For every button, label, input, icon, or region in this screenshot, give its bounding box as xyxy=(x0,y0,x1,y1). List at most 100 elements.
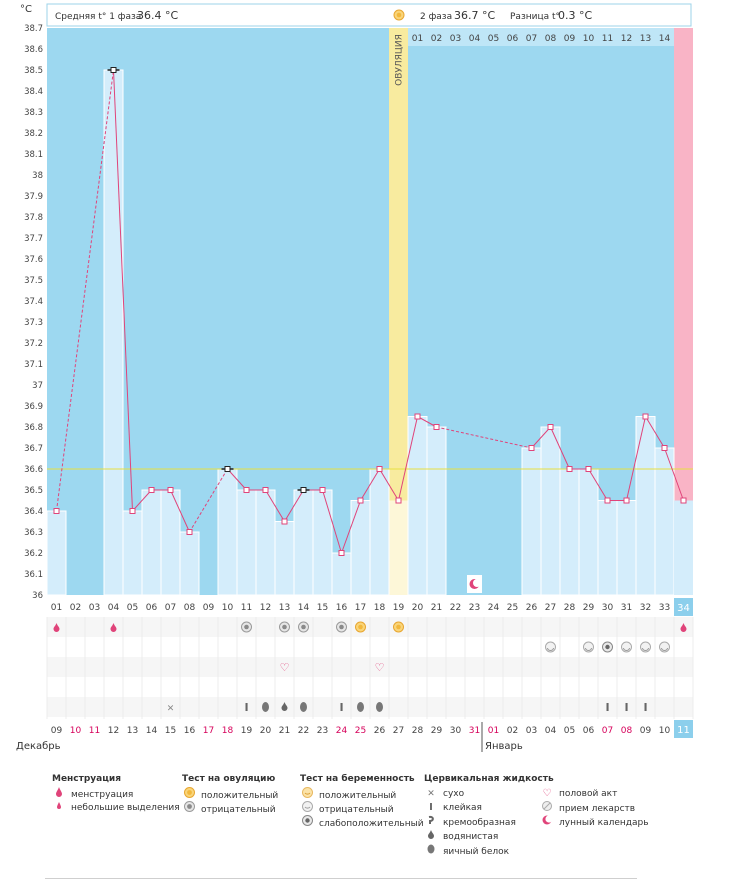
date-label: 17 xyxy=(203,726,214,736)
legend-item: сухо xyxy=(443,789,465,799)
header-box xyxy=(46,3,692,27)
cycle-day-label: 09 xyxy=(203,603,215,613)
temperature-bar xyxy=(407,416,428,596)
date-label: 16 xyxy=(184,726,196,736)
cycle-day-label: 21 xyxy=(431,603,442,613)
cycle-day-label: 19 xyxy=(393,603,405,613)
pregnancy-test-negative-icon xyxy=(640,641,651,653)
pill-icon xyxy=(540,801,554,816)
cycle-day-label: 18 xyxy=(374,603,386,613)
moon-icon xyxy=(540,815,554,830)
y-tick-label: 36.1 xyxy=(24,570,43,580)
test-arc xyxy=(642,647,649,651)
phase2-day-label: 05 xyxy=(488,34,499,44)
test-arc xyxy=(585,647,592,651)
cycle-day-label: 07 xyxy=(165,603,176,613)
date-label: 14 xyxy=(146,726,158,736)
temperature-bar xyxy=(179,531,200,596)
test-core xyxy=(605,644,610,650)
ovulation-test-positive-icon xyxy=(182,787,196,803)
legend-other: ♡ половой акт прием лекарств лунный кален… xyxy=(540,787,649,829)
egg-white-icon xyxy=(357,702,364,712)
temperature-point xyxy=(661,445,668,451)
legend-ovulation-test: Тест на овуляцию положительный отрицател… xyxy=(182,772,278,815)
temperature-point xyxy=(281,518,288,525)
ovulation-test-negative-icon xyxy=(279,621,290,633)
legend-item: половой акт xyxy=(559,789,618,799)
ovulation-test-positive-icon xyxy=(393,621,404,633)
test-arc xyxy=(623,647,630,651)
menstruation-drop-icon xyxy=(52,787,66,802)
temperature-line xyxy=(417,416,437,428)
y-tick-label: 37.8 xyxy=(24,213,43,223)
date-label: 21 xyxy=(279,726,290,736)
temperature-line xyxy=(265,489,285,522)
temperature-line xyxy=(550,426,570,470)
test-core xyxy=(358,624,363,630)
date-label: 04 xyxy=(545,726,557,736)
pregnancy-test-weak-icon xyxy=(602,641,613,653)
test-core xyxy=(396,624,401,630)
current-day-column xyxy=(674,28,693,595)
temperature-bar xyxy=(255,489,276,596)
temp-unit-label: °C xyxy=(20,4,32,15)
phase2-day-label: 06 xyxy=(507,34,519,44)
temperature-bar xyxy=(103,69,124,596)
temperature-bar xyxy=(426,426,447,596)
sun-icon xyxy=(393,9,405,21)
cycle-day-label: 16 xyxy=(336,603,348,613)
y-tick-label: 37.7 xyxy=(24,234,43,244)
cycle-day-label: 08 xyxy=(184,603,196,613)
cycle-day-label: 15 xyxy=(317,603,328,613)
cycle-day-label: 05 xyxy=(127,603,138,613)
test-core xyxy=(339,624,344,630)
phase2-label: 2 фаза xyxy=(420,12,452,22)
temperature-bar xyxy=(331,552,352,596)
pregnancy-test-negative-icon xyxy=(621,641,632,653)
date-label: 15 xyxy=(165,726,176,736)
date-label: 09 xyxy=(640,726,652,736)
y-tick-label: 36.2 xyxy=(24,549,43,559)
temperature-bar xyxy=(616,500,637,596)
y-tick-label: 38.6 xyxy=(24,45,43,55)
y-tick-label: 36.8 xyxy=(24,423,43,433)
cycle-day-label: 10 xyxy=(222,603,234,613)
sticky-icon: I xyxy=(624,701,628,714)
temperature-line xyxy=(398,416,418,501)
phase2-day-label: 08 xyxy=(545,34,557,44)
watery-icon xyxy=(424,829,438,844)
temperature-point xyxy=(167,487,174,493)
legend-item: небольшие выделения xyxy=(71,803,180,813)
temperature-point xyxy=(243,487,250,493)
temperature-point xyxy=(262,487,269,493)
date-label: 28 xyxy=(412,726,424,736)
watery-icon xyxy=(281,702,288,711)
date-label: 24 xyxy=(336,726,348,736)
cycle-day-label: 02 xyxy=(70,603,81,613)
temperature-point xyxy=(357,497,364,504)
y-tick-label: 37.2 xyxy=(24,339,43,349)
temperature-line xyxy=(227,468,247,491)
y-tick-label: 38.2 xyxy=(24,129,43,139)
cycle-day-label: 22 xyxy=(450,603,461,613)
phase2-day-label: 01 xyxy=(412,34,423,44)
phase2-value: 36.7 °C xyxy=(454,9,495,22)
ovulation-test-negative-icon xyxy=(298,621,309,633)
moon-icon-mask xyxy=(473,579,481,587)
temperature-line xyxy=(588,468,608,501)
y-tick-label: 37.4 xyxy=(24,297,43,307)
y-tick-label: 36.4 xyxy=(24,507,43,517)
temperature-bar xyxy=(654,447,675,596)
y-tick-label: 37.9 xyxy=(24,192,43,202)
egg-white-icon xyxy=(424,843,438,859)
temperature-point xyxy=(224,466,231,472)
legend-title: Цервикальная жидкость xyxy=(424,774,554,784)
temperature-bar xyxy=(312,489,333,596)
phase2-day-label: 10 xyxy=(583,34,595,44)
temperature-point xyxy=(566,466,573,472)
legend-item: яичный белок xyxy=(443,847,510,857)
test-core xyxy=(282,624,287,630)
temperature-point xyxy=(433,424,440,430)
phase2-day-strip xyxy=(408,28,693,46)
temperature-point xyxy=(623,497,630,504)
